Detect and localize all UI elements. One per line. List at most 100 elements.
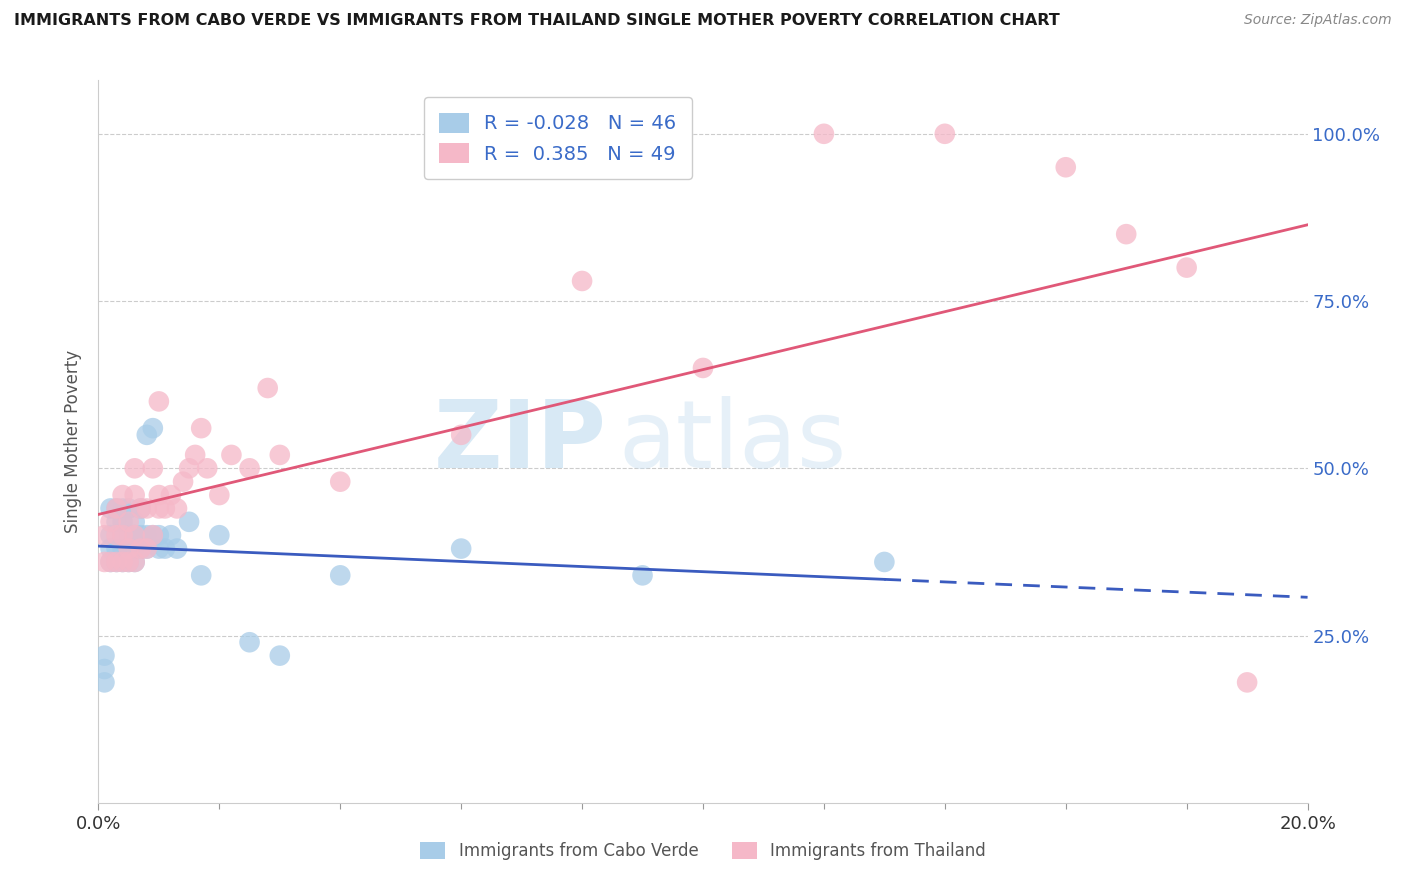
Point	[329, 568, 352, 582]
Point	[329, 475, 352, 489]
Point	[179, 515, 201, 529]
Point	[118, 541, 141, 556]
Point	[124, 528, 146, 542]
Point	[450, 541, 472, 556]
Point	[148, 528, 170, 542]
Point	[100, 501, 122, 516]
Point	[111, 528, 134, 542]
Point	[142, 528, 165, 542]
Point	[105, 501, 128, 516]
Point	[256, 381, 278, 395]
Point	[190, 568, 212, 582]
Text: Source: ZipAtlas.com: Source: ZipAtlas.com	[1244, 13, 1392, 28]
Point	[105, 555, 128, 569]
Point	[124, 488, 146, 502]
Point	[135, 501, 157, 516]
Point	[124, 515, 146, 529]
Point	[93, 662, 115, 676]
Point	[129, 501, 152, 516]
Point	[208, 528, 231, 542]
Point	[111, 541, 134, 556]
Point	[813, 127, 835, 141]
Text: ZIP: ZIP	[433, 395, 606, 488]
Legend: Immigrants from Cabo Verde, Immigrants from Thailand: Immigrants from Cabo Verde, Immigrants f…	[413, 835, 993, 867]
Point	[111, 501, 134, 516]
Point	[239, 635, 262, 649]
Point	[100, 555, 122, 569]
Point	[873, 555, 896, 569]
Point	[135, 541, 157, 556]
Point	[118, 528, 141, 542]
Point	[153, 501, 176, 516]
Point	[124, 461, 146, 475]
Y-axis label: Single Mother Poverty: Single Mother Poverty	[65, 350, 83, 533]
Point	[105, 501, 128, 516]
Point	[450, 427, 472, 442]
Point	[934, 127, 956, 141]
Point	[269, 448, 291, 462]
Point	[148, 394, 170, 409]
Point	[111, 515, 134, 529]
Point	[118, 555, 141, 569]
Point	[195, 461, 218, 475]
Point	[124, 541, 146, 556]
Point	[631, 568, 654, 582]
Point	[208, 488, 231, 502]
Point	[93, 555, 115, 569]
Point	[166, 541, 188, 556]
Point	[179, 461, 201, 475]
Point	[100, 515, 122, 529]
Point	[93, 675, 115, 690]
Point	[93, 648, 115, 663]
Point	[100, 528, 122, 542]
Point	[111, 488, 134, 502]
Point	[172, 475, 194, 489]
Point	[153, 541, 176, 556]
Point	[142, 528, 165, 542]
Point	[1236, 675, 1258, 690]
Point	[124, 555, 146, 569]
Point	[129, 528, 152, 542]
Point	[142, 421, 165, 435]
Point	[221, 448, 243, 462]
Point	[93, 528, 115, 542]
Point	[142, 461, 165, 475]
Point	[1175, 260, 1198, 275]
Point	[1054, 161, 1077, 175]
Point	[135, 541, 157, 556]
Point	[105, 528, 128, 542]
Text: IMMIGRANTS FROM CABO VERDE VS IMMIGRANTS FROM THAILAND SINGLE MOTHER POVERTY COR: IMMIGRANTS FROM CABO VERDE VS IMMIGRANTS…	[14, 13, 1060, 29]
Point	[160, 488, 183, 502]
Point	[692, 361, 714, 376]
Point	[148, 488, 170, 502]
Point	[135, 528, 157, 542]
Point	[135, 427, 157, 442]
Point	[269, 648, 291, 663]
Point	[111, 555, 134, 569]
Point	[111, 528, 134, 542]
Point	[184, 448, 207, 462]
Point	[111, 555, 134, 569]
Point	[105, 541, 128, 556]
Point	[118, 515, 141, 529]
Point	[105, 515, 128, 529]
Point	[1115, 227, 1137, 242]
Point	[166, 501, 188, 516]
Point	[100, 541, 122, 556]
Point	[100, 555, 122, 569]
Point	[124, 555, 146, 569]
Text: atlas: atlas	[619, 395, 846, 488]
Point	[129, 541, 152, 556]
Point	[129, 541, 152, 556]
Point	[118, 541, 141, 556]
Point	[148, 501, 170, 516]
Point	[105, 555, 128, 569]
Point	[239, 461, 262, 475]
Point	[124, 528, 146, 542]
Point	[190, 421, 212, 435]
Point	[148, 541, 170, 556]
Point	[118, 555, 141, 569]
Point	[160, 528, 183, 542]
Point	[129, 501, 152, 516]
Point	[118, 501, 141, 516]
